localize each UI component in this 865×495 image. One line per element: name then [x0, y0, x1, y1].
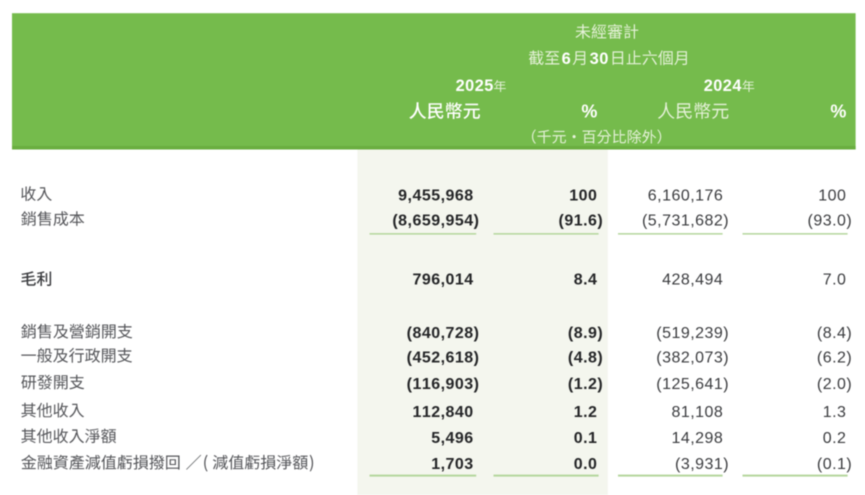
svg-text:0.0: 0.0 — [574, 456, 597, 473]
svg-text:(452,618): (452,618) — [407, 349, 479, 366]
svg-text:(519,239): (519,239) — [656, 325, 728, 342]
svg-text:1.2: 1.2 — [574, 404, 597, 421]
svg-text:6,160,176: 6,160,176 — [648, 188, 723, 205]
svg-text:%: % — [830, 102, 846, 122]
svg-text:7.0: 7.0 — [823, 271, 846, 288]
svg-text:(125,641): (125,641) — [656, 376, 728, 393]
svg-text:(0.1): (0.1) — [817, 456, 852, 473]
svg-text:(4.8): (4.8) — [568, 349, 603, 366]
svg-text:100: 100 — [818, 188, 846, 205]
svg-text:(1.2): (1.2) — [568, 376, 603, 393]
svg-text:1.3: 1.3 — [823, 404, 846, 421]
svg-text:6: 6 — [562, 50, 571, 68]
svg-text:81,108: 81,108 — [671, 404, 722, 421]
svg-text:2025: 2025 — [456, 77, 494, 95]
svg-text:8.4: 8.4 — [574, 271, 597, 288]
svg-text:14,298: 14,298 — [671, 430, 722, 447]
svg-text:(5,731,682): (5,731,682) — [642, 213, 729, 230]
svg-text:(8,659,954): (8,659,954) — [392, 213, 479, 230]
svg-text:(91.6): (91.6) — [559, 213, 603, 230]
svg-text:9,455,968: 9,455,968 — [398, 188, 473, 205]
svg-text:30: 30 — [590, 50, 609, 68]
svg-text:0.2: 0.2 — [823, 430, 846, 447]
svg-text:1,703: 1,703 — [431, 456, 473, 473]
svg-text:5,496: 5,496 — [431, 430, 473, 447]
svg-text:%: % — [581, 102, 597, 122]
svg-text:(6.2): (6.2) — [817, 349, 852, 366]
svg-text:796,014: 796,014 — [412, 271, 473, 288]
svg-text:0.1: 0.1 — [574, 430, 597, 447]
svg-text:100: 100 — [569, 188, 597, 205]
svg-text:(3,931): (3,931) — [675, 456, 729, 473]
svg-text:428,494: 428,494 — [662, 271, 723, 288]
svg-text:(116,903): (116,903) — [407, 376, 479, 393]
svg-text:112,840: 112,840 — [412, 404, 473, 421]
svg-text:(840,728): (840,728) — [407, 325, 479, 342]
svg-text:(8.9): (8.9) — [568, 325, 603, 342]
svg-text:(8.4): (8.4) — [817, 325, 852, 342]
svg-text:(2.0): (2.0) — [817, 376, 852, 393]
svg-text:(93.0): (93.0) — [808, 213, 852, 230]
svg-text:2024: 2024 — [704, 77, 742, 95]
svg-text:(382,073): (382,073) — [656, 349, 728, 366]
